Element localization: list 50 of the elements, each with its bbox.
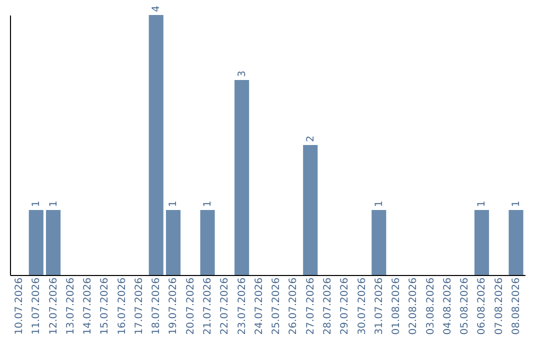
data-label: 1 <box>168 200 180 207</box>
x-tick-label: 29.07.2026 <box>340 278 351 335</box>
x-tick-label: 01.08.2026 <box>391 278 402 335</box>
data-label: 1 <box>374 200 385 207</box>
bar <box>166 210 181 275</box>
x-tick-label: 12.07.2026 <box>48 278 60 335</box>
x-tick-label: 10.07.2026 <box>14 278 25 335</box>
x-tick-label: 05.08.2026 <box>460 278 471 335</box>
data-label: 3 <box>236 70 248 77</box>
x-tick-label: 08.08.2026 <box>511 278 522 335</box>
x-tick-label: 31.07.2026 <box>374 278 385 335</box>
data-label: 1 <box>511 200 522 207</box>
x-tick-label: 20.07.2026 <box>185 278 196 335</box>
data-label: 1 <box>476 200 488 207</box>
data-label: 1 <box>202 200 214 207</box>
bar <box>148 15 164 275</box>
x-tick-label: 24.07.2026 <box>254 278 265 335</box>
x-tick-label: 14.07.2026 <box>82 278 94 335</box>
data-label: 1 <box>48 200 60 207</box>
x-tick-label: 11.07.2026 <box>31 278 42 335</box>
bar <box>200 210 215 275</box>
x-tick-label: 15.07.2026 <box>100 278 111 335</box>
x-tick-label: 28.07.2026 <box>322 278 334 335</box>
x-tick-label: 13.07.2026 <box>65 278 76 335</box>
bar <box>372 210 386 275</box>
x-tick-label: 26.07.2026 <box>288 278 300 335</box>
x-tick-label: 27.07.2026 <box>305 278 316 335</box>
x-tick-label: 19.07.2026 <box>168 278 180 335</box>
x-tick-label: 22.07.2026 <box>220 278 231 335</box>
data-label: 1 <box>31 200 42 207</box>
bar <box>474 210 490 275</box>
x-tick-label: 21.07.2026 <box>202 278 214 335</box>
x-tick-label: 18.07.2026 <box>151 278 162 335</box>
bar <box>46 210 61 275</box>
bar <box>234 80 250 275</box>
data-label: 2 <box>305 136 316 142</box>
x-tick-label: 23.07.2026 <box>236 278 248 335</box>
x-tick-label: 04.08.2026 <box>442 278 454 335</box>
x-tick-label: 03.08.2026 <box>425 278 436 335</box>
x-tick-label: 30.07.2026 <box>356 278 368 335</box>
x-tick-label: 25.07.2026 <box>271 278 282 335</box>
bar <box>303 145 318 275</box>
x-tick-label: 17.07.2026 <box>134 278 145 335</box>
bar <box>28 210 44 275</box>
x-tick-label: 16.07.2026 <box>116 278 128 335</box>
x-tick-label: 02.08.2026 <box>408 278 420 335</box>
data-label: 4 <box>151 6 162 12</box>
x-tick-label: 06.08.2026 <box>476 278 488 335</box>
bar <box>508 210 524 275</box>
x-tick-label: 07.08.2026 <box>494 278 505 335</box>
